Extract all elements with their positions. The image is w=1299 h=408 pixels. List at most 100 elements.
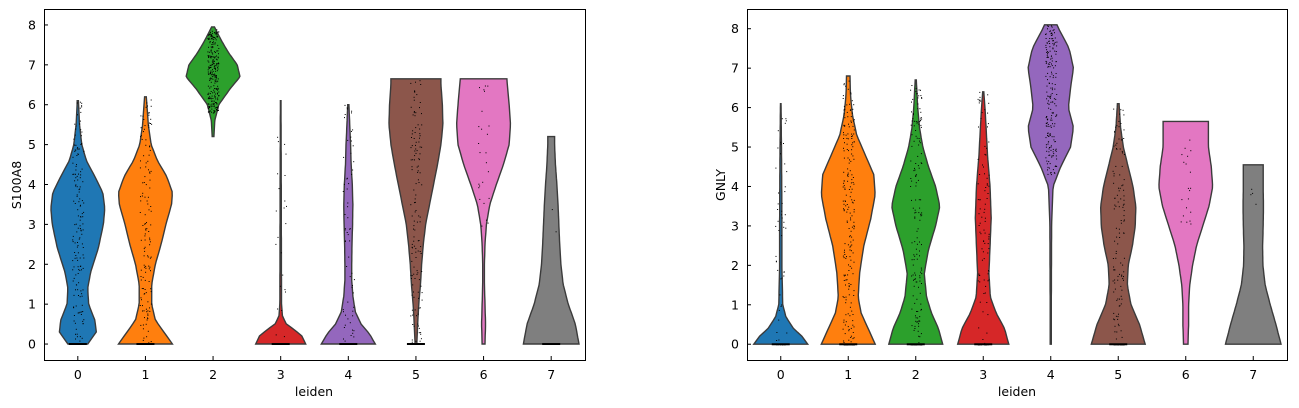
data-point	[848, 150, 849, 152]
data-point	[212, 92, 214, 94]
data-point	[1116, 299, 1118, 301]
data-point	[1045, 38, 1047, 39]
data-point	[1187, 187, 1189, 189]
data-point	[144, 250, 146, 252]
data-point	[72, 235, 74, 237]
data-point	[1045, 144, 1047, 146]
data-point	[481, 225, 483, 227]
violin-cluster-4	[1027, 24, 1075, 345]
data-point	[851, 179, 853, 181]
data-point	[852, 155, 854, 157]
data-point	[351, 272, 353, 274]
data-point	[1117, 201, 1119, 203]
data-point	[848, 206, 850, 208]
data-point	[214, 111, 216, 112]
data-point	[911, 325, 913, 327]
data-point	[843, 180, 845, 182]
data-point	[984, 220, 986, 222]
data-point	[845, 284, 846, 286]
data-point	[352, 292, 354, 294]
data-point	[778, 309, 780, 311]
data-point	[849, 315, 851, 317]
data-point	[1051, 136, 1053, 138]
data-point	[479, 87, 480, 89]
data-point	[910, 178, 912, 179]
data-point	[416, 150, 418, 152]
data-point	[83, 211, 85, 213]
data-point	[842, 186, 844, 188]
data-point	[1046, 61, 1048, 63]
data-point	[149, 187, 151, 189]
data-point	[415, 112, 417, 114]
data-point	[1189, 171, 1191, 173]
data-point	[920, 303, 922, 305]
data-point	[209, 72, 211, 74]
data-point	[75, 169, 77, 171]
data-point	[82, 223, 84, 225]
data-point	[149, 244, 151, 246]
data-point	[413, 266, 415, 268]
data-point	[851, 244, 853, 246]
data-point	[149, 310, 151, 312]
data-point	[914, 167, 915, 169]
data-point	[911, 145, 913, 147]
data-point	[1113, 318, 1115, 320]
data-point	[487, 85, 489, 87]
data-point	[848, 270, 850, 271]
data-point	[1048, 167, 1050, 169]
data-point	[845, 296, 847, 298]
data-point	[843, 274, 845, 276]
data-point	[213, 85, 215, 87]
data-point	[350, 335, 352, 336]
data-point	[75, 177, 77, 179]
data-point	[483, 202, 485, 204]
data-point	[1114, 319, 1116, 321]
data-point	[410, 159, 412, 161]
data-point	[416, 270, 418, 272]
data-point	[213, 105, 215, 107]
data-point	[1112, 258, 1114, 259]
data-point	[210, 66, 212, 68]
y-tick-label: 2	[731, 258, 739, 273]
data-point	[1055, 61, 1057, 63]
data-point	[1049, 62, 1051, 63]
data-point	[150, 341, 152, 343]
data-point	[353, 161, 355, 163]
data-point	[1189, 190, 1191, 192]
data-point	[914, 209, 916, 211]
data-point	[81, 131, 83, 133]
data-point	[74, 180, 76, 182]
data-point	[413, 99, 415, 101]
data-point	[79, 177, 81, 179]
data-point	[410, 204, 412, 206]
data-point	[987, 243, 989, 245]
data-point	[218, 91, 220, 93]
data-point	[76, 186, 78, 188]
data-point	[981, 259, 983, 261]
data-point	[1120, 285, 1122, 287]
data-point	[1046, 54, 1048, 56]
data-point	[215, 79, 217, 81]
data-point	[1055, 53, 1057, 55]
data-point	[140, 160, 141, 162]
data-point	[911, 308, 913, 310]
data-point	[481, 110, 483, 112]
data-point	[147, 255, 149, 257]
data-point	[921, 118, 923, 120]
data-point	[73, 320, 75, 322]
data-point	[1123, 279, 1124, 281]
data-point	[848, 80, 850, 82]
data-point	[78, 282, 80, 284]
data-point	[80, 171, 82, 173]
data-point	[847, 174, 849, 175]
data-point	[851, 267, 853, 269]
data-point	[851, 201, 853, 203]
data-point	[150, 118, 152, 120]
data-point	[984, 173, 985, 175]
data-point	[415, 251, 417, 253]
data-point	[150, 210, 152, 212]
data-point	[1118, 313, 1119, 315]
data-point	[919, 142, 921, 144]
data-point	[919, 277, 921, 279]
